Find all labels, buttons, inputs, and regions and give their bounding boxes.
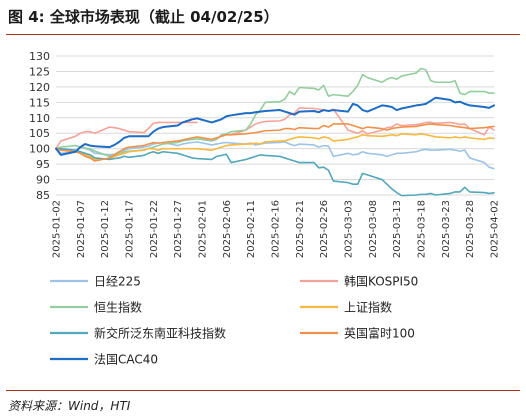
x-tick-label: 2025-03-03 bbox=[344, 200, 355, 258]
y-tick-label: 100 bbox=[29, 143, 50, 156]
x-tick-label: 2025-01-17 bbox=[125, 200, 136, 258]
legend-label: 上证指数 bbox=[344, 300, 392, 315]
legend-label: 恒生指数 bbox=[94, 300, 142, 315]
x-tick-label: 2025-03-08 bbox=[368, 200, 379, 258]
x-tick-label: 2025-01-12 bbox=[100, 200, 111, 258]
y-tick-label: 120 bbox=[29, 81, 50, 94]
series-line bbox=[55, 133, 495, 161]
series-lines bbox=[55, 67, 495, 197]
series-line bbox=[55, 123, 495, 162]
y-tick-label: 115 bbox=[29, 96, 50, 109]
x-tick-label: 2025-03-28 bbox=[465, 200, 476, 258]
legend-label: 新交所泛东南亚科技指数 bbox=[94, 326, 226, 341]
title-rule bbox=[6, 34, 520, 35]
series-line bbox=[55, 141, 495, 170]
x-tick-label: 2025-02-21 bbox=[295, 200, 306, 258]
y-tick-label: 125 bbox=[29, 65, 50, 78]
series-line bbox=[55, 107, 495, 150]
series-line bbox=[55, 147, 495, 197]
x-tick-label: 2025-02-11 bbox=[246, 200, 257, 258]
y-tick-label: 110 bbox=[29, 112, 50, 125]
series-line bbox=[55, 96, 495, 156]
x-tick-label: 2025-01-22 bbox=[149, 200, 160, 258]
x-tick-label: 2025-03-13 bbox=[392, 200, 403, 258]
x-tick-label: 2025-02-01 bbox=[198, 200, 209, 258]
y-tick-label: 105 bbox=[29, 127, 50, 140]
x-tick-label: 2025-04-02 bbox=[490, 200, 501, 258]
x-tick-label: 2025-03-23 bbox=[441, 200, 452, 258]
legend-label: 韩国KOSPI50 bbox=[344, 274, 418, 289]
legend-label: 法国CAC40 bbox=[94, 353, 158, 367]
y-tick-label: 95 bbox=[36, 158, 50, 171]
x-tick-label: 2025-01-07 bbox=[76, 200, 87, 258]
x-tick-label: 2025-02-16 bbox=[271, 200, 282, 258]
source-note: 资料来源：Wind，HTI bbox=[8, 399, 131, 413]
y-tick-label: 130 bbox=[29, 50, 50, 63]
y-tick-label: 90 bbox=[36, 174, 50, 187]
series-line bbox=[55, 67, 495, 158]
x-axis-tick-labels: 2025-01-02 2025-01-07 2025-01-12 2025-01-17… bbox=[52, 200, 501, 258]
y-tick-label: 85 bbox=[36, 189, 50, 202]
x-tick-label: 2025-02-06 bbox=[222, 200, 233, 258]
x-tick-label: 2025-02-26 bbox=[319, 200, 330, 258]
x-tick-label: 2025-01-02 bbox=[52, 200, 63, 258]
source-rule bbox=[6, 390, 520, 391]
legend-label: 日经225 bbox=[94, 275, 141, 289]
x-tick-label: 2025-01-27 bbox=[173, 200, 184, 258]
figure-title: 图 4: 全球市场表现（截止 04/02/25） bbox=[8, 8, 279, 26]
legend-label: 英国富时100 bbox=[344, 326, 415, 341]
x-tick-label: 2025-03-18 bbox=[417, 200, 428, 258]
y-axis-tick-labels: 85 90 95 100 105 110 115 120 125 130 bbox=[29, 50, 50, 202]
